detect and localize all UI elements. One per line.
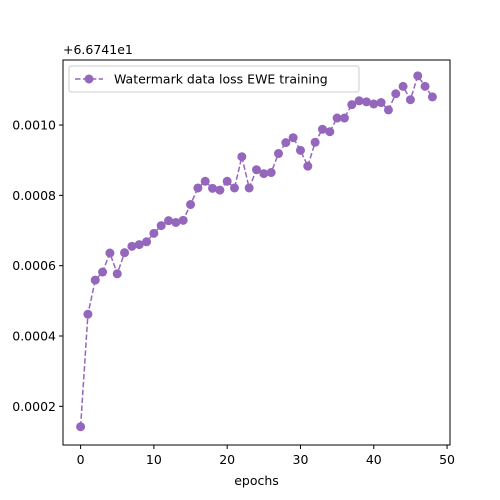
data-point	[90, 275, 100, 285]
data-point	[112, 269, 122, 279]
data-point	[383, 105, 393, 115]
data-point	[317, 124, 327, 134]
x-tick-label: 20	[219, 452, 235, 467]
data-point	[142, 237, 152, 247]
data-point	[295, 145, 305, 155]
data-point	[98, 267, 108, 277]
data-point	[266, 168, 276, 178]
data-point	[405, 95, 415, 105]
x-tick-label: 50	[439, 452, 455, 467]
data-point	[244, 183, 254, 193]
data-point	[281, 138, 291, 148]
data-point	[339, 113, 349, 123]
x-tick-label: 10	[146, 452, 162, 467]
data-point	[303, 161, 313, 171]
data-point	[398, 81, 408, 91]
data-point	[310, 137, 320, 147]
plot-area	[76, 71, 437, 432]
data-point	[134, 240, 144, 250]
x-tick-label: 0	[77, 452, 85, 467]
data-point	[186, 200, 196, 210]
data-point	[361, 97, 371, 107]
y-axis-offset-label: +6.6741e1	[63, 42, 133, 57]
data-point	[156, 221, 166, 231]
axis-ticks: 0 10 20 30 40 50 0.0002 0.0004 0.0006 0.0008 0.001…	[12, 118, 455, 467]
data-point	[369, 99, 379, 109]
x-axis-label: epochs	[234, 473, 279, 488]
data-point	[215, 185, 225, 195]
data-point	[237, 152, 247, 162]
legend-marker-swatch	[84, 74, 94, 84]
data-point	[120, 248, 130, 258]
data-point	[427, 92, 437, 102]
data-point	[193, 183, 203, 193]
data-point	[178, 215, 188, 225]
x-tick-label: 30	[293, 452, 309, 467]
data-point	[391, 89, 401, 99]
legend: Watermark data loss EWE training	[68, 65, 360, 93]
data-point	[332, 113, 342, 123]
data-point	[347, 100, 357, 110]
y-tick-label: 0.0008	[12, 188, 56, 203]
legend-box	[68, 65, 360, 93]
axes-frame	[62, 59, 451, 446]
data-point	[171, 217, 181, 227]
data-point	[105, 248, 115, 258]
y-tick-label: 0.0006	[12, 258, 56, 273]
y-tick-label: 0.0010	[12, 118, 56, 133]
data-point	[273, 149, 283, 159]
data-point	[354, 96, 364, 106]
data-point	[288, 133, 298, 143]
data-point	[76, 422, 86, 432]
y-tick-label: 0.0002	[12, 399, 56, 414]
data-point	[420, 81, 430, 91]
data-point	[164, 216, 174, 226]
series-line	[79, 74, 434, 427]
x-tick-label: 40	[366, 452, 382, 467]
data-point	[413, 71, 423, 81]
data-point	[252, 165, 261, 175]
data-point	[222, 176, 232, 186]
data-point	[200, 176, 210, 186]
data-point	[83, 309, 93, 319]
data-point	[127, 241, 137, 251]
data-point	[208, 183, 218, 193]
data-point	[149, 228, 159, 238]
y-tick-label: 0.0004	[12, 329, 56, 344]
data-point	[230, 183, 240, 193]
data-point	[376, 98, 386, 108]
legend-entry-label: Watermark data loss EWE training	[114, 72, 328, 87]
data-point	[325, 127, 335, 137]
data-point	[259, 169, 269, 179]
